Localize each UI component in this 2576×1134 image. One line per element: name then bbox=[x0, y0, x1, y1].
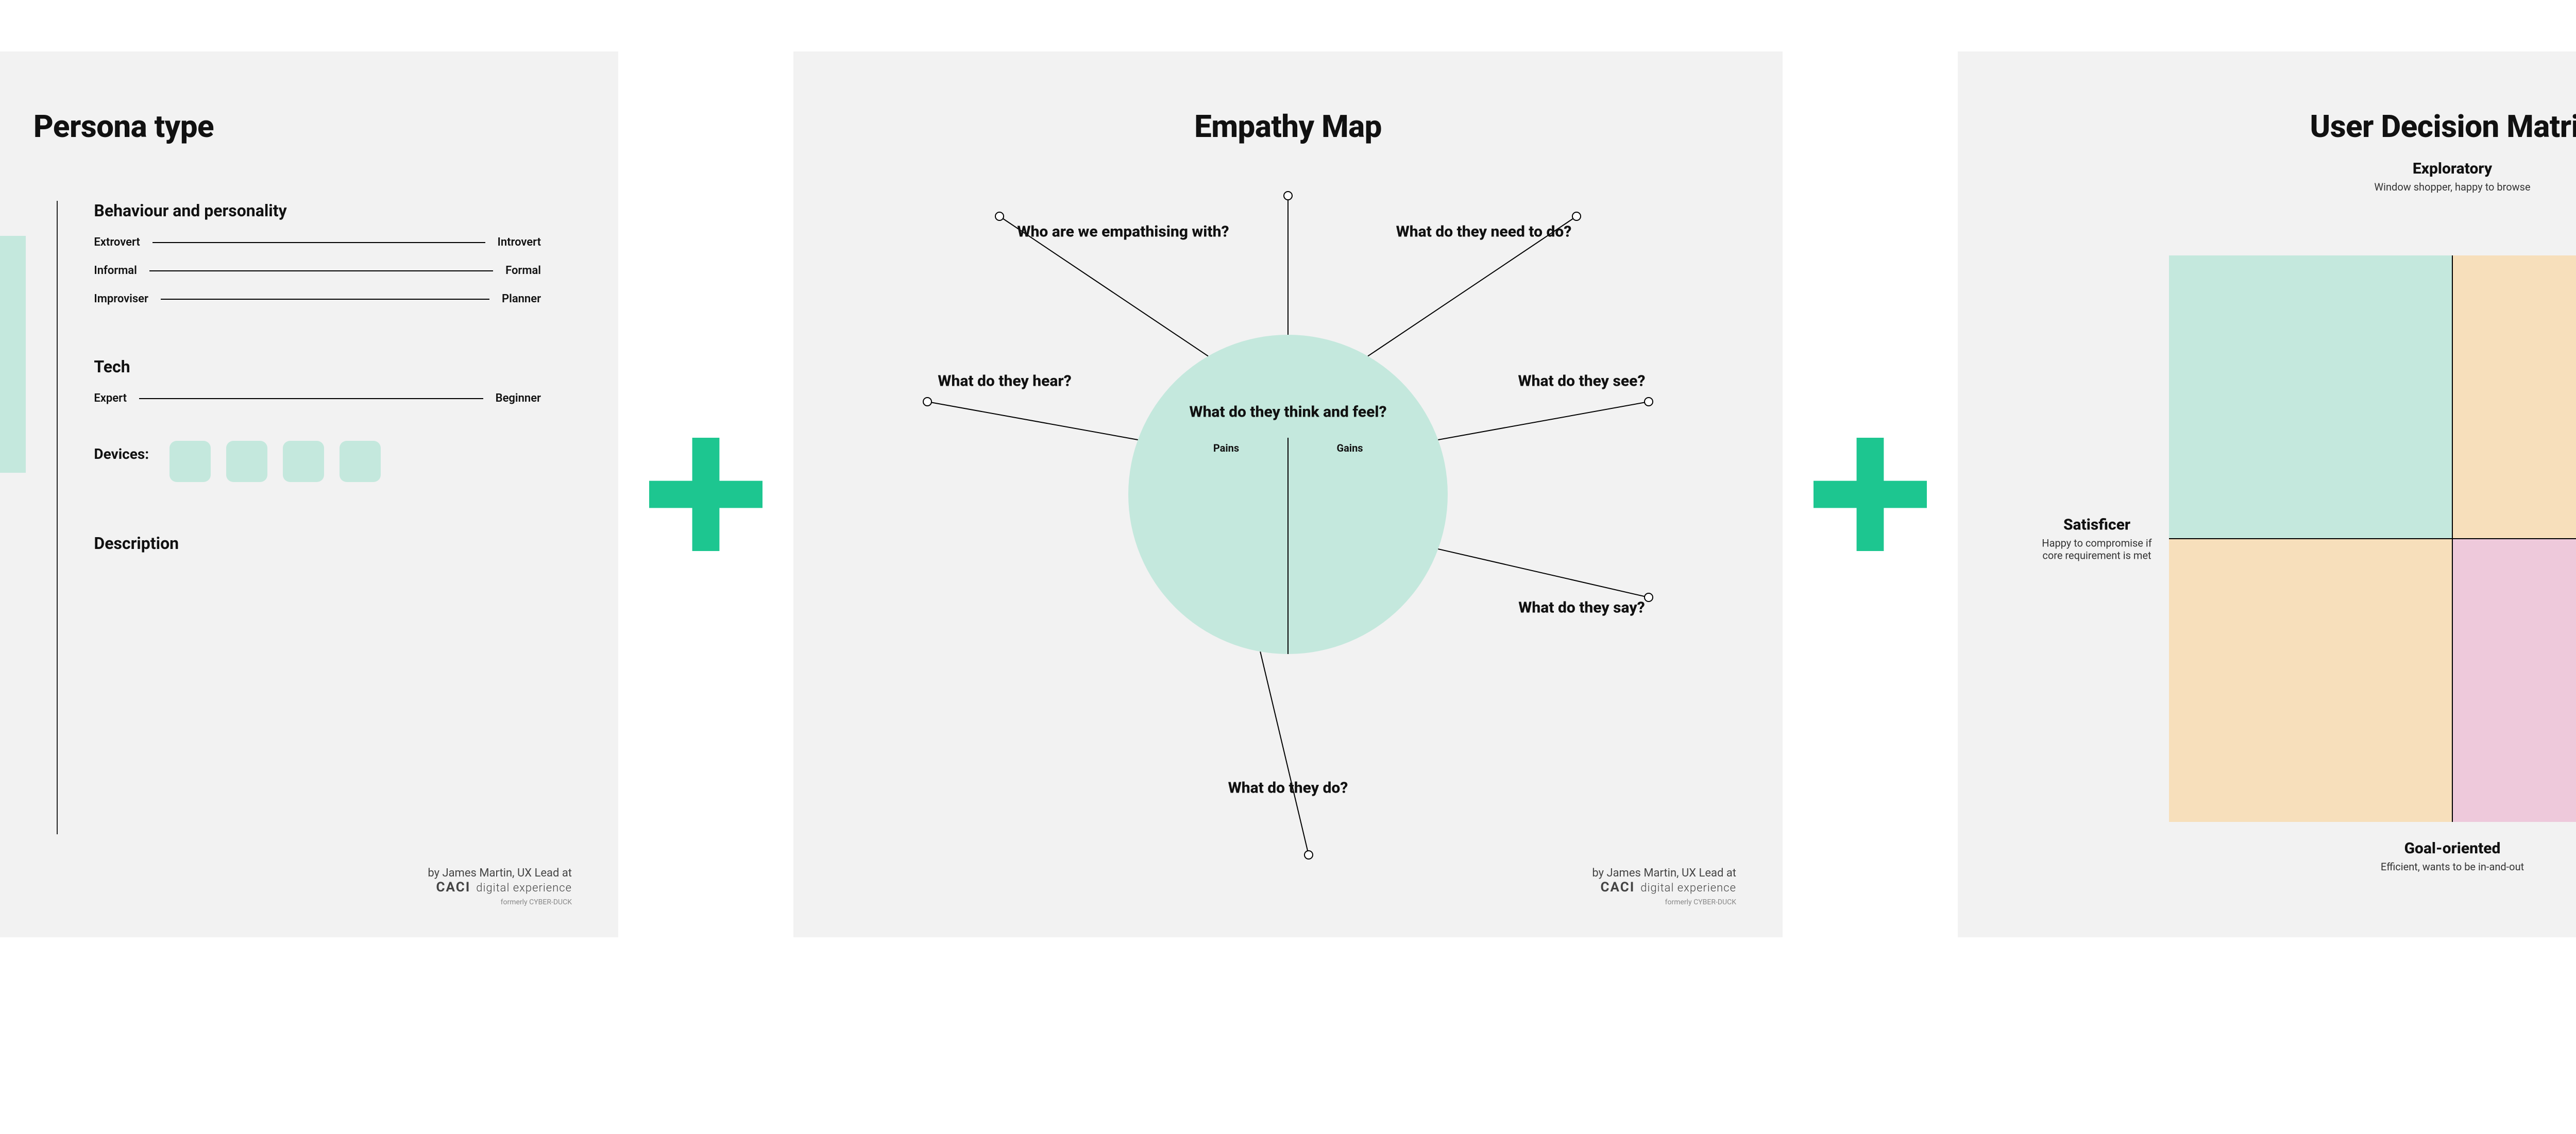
persona-attr: Family bbox=[0, 637, 36, 651]
slider-left: Informal bbox=[94, 264, 137, 277]
behaviour-heading: Behaviour and personality bbox=[94, 201, 541, 220]
axis-left: SatisficerHappy to compromise if core re… bbox=[2035, 516, 2159, 562]
empathy-panel: Empathy Map What do they think and feel?… bbox=[793, 51, 1783, 937]
matrix-quadrant bbox=[2169, 255, 2452, 539]
personality-slider: Improviser Planner bbox=[94, 293, 541, 305]
empathy-gains: Gains bbox=[1336, 442, 1363, 454]
slider-left: Extrovert bbox=[94, 236, 140, 249]
slider-line bbox=[149, 270, 493, 271]
empathy-pains: Pains bbox=[1213, 442, 1239, 454]
device-swatch bbox=[226, 441, 267, 482]
personality-slider: Extrovert Introvert bbox=[94, 236, 541, 249]
empathy-center-q: What do they think and feel? bbox=[1189, 403, 1386, 421]
slider-right: Planner bbox=[502, 293, 541, 305]
persona-attr: Age bbox=[0, 571, 36, 586]
persona-photo-placeholder bbox=[0, 236, 26, 473]
empathy-question: What do they say? bbox=[1518, 599, 1645, 617]
panel-footer: by James Martin, UX Lead at CACI digital… bbox=[428, 867, 572, 906]
panel-footer: by James Martin, UX Lead at CACI digital… bbox=[1592, 867, 1736, 906]
persona-name-label: Name bbox=[0, 535, 36, 553]
tech-slider: Expert Beginner bbox=[94, 392, 541, 405]
slider-left: Improviser bbox=[94, 293, 148, 305]
slider-right: Introvert bbox=[498, 236, 541, 249]
device-swatch bbox=[283, 441, 324, 482]
persona-panel: Persona type Persona type: Name Age Loca… bbox=[0, 51, 618, 937]
empathy-question: What do they see? bbox=[1518, 372, 1645, 390]
empathy-question: What do they need to do? bbox=[1396, 223, 1572, 241]
axis-bottom: Goal-orientedEfficient, wants to be in-a… bbox=[2381, 839, 2524, 873]
device-swatch bbox=[340, 441, 381, 482]
empathy-question: Who are we empathising with? bbox=[1017, 223, 1229, 241]
plus-icon bbox=[1814, 438, 1927, 551]
empathy-diagram bbox=[793, 51, 1783, 937]
axis-top: ExploratoryWindow shopper, happy to brow… bbox=[2374, 160, 2530, 193]
matrix-title: User Decision Matrix bbox=[1958, 51, 2576, 145]
matrix-quadrant bbox=[2169, 539, 2452, 822]
devices-label: Devices: bbox=[94, 445, 149, 462]
slider-line bbox=[152, 242, 485, 243]
plus-icon bbox=[649, 438, 762, 551]
persona-type-label: Persona type: bbox=[0, 201, 36, 220]
slider-line bbox=[161, 299, 489, 300]
slider-right: Beginner bbox=[496, 392, 541, 405]
slider-right: Formal bbox=[505, 264, 541, 277]
persona-title: Persona type bbox=[0, 51, 618, 145]
matrix-panel: User Decision Matrix ExploratoryWindow s… bbox=[1958, 51, 2576, 937]
tech-heading: Tech bbox=[94, 357, 541, 376]
persona-attr: Job bbox=[0, 670, 36, 684]
description-heading: Description bbox=[94, 534, 541, 553]
empathy-question: What do they hear? bbox=[938, 372, 1071, 390]
empathy-question: What do they do? bbox=[1228, 779, 1348, 797]
matrix-quadrant bbox=[2452, 539, 2576, 822]
device-swatch bbox=[170, 441, 211, 482]
personality-slider: Informal Formal bbox=[94, 264, 541, 277]
persona-attr: Location bbox=[0, 604, 36, 618]
stage: Persona type Persona type: Name Age Loca… bbox=[0, 0, 2576, 989]
matrix-quadrant bbox=[2452, 255, 2576, 539]
slider-line bbox=[139, 398, 483, 399]
slider-left: Expert bbox=[94, 392, 127, 405]
